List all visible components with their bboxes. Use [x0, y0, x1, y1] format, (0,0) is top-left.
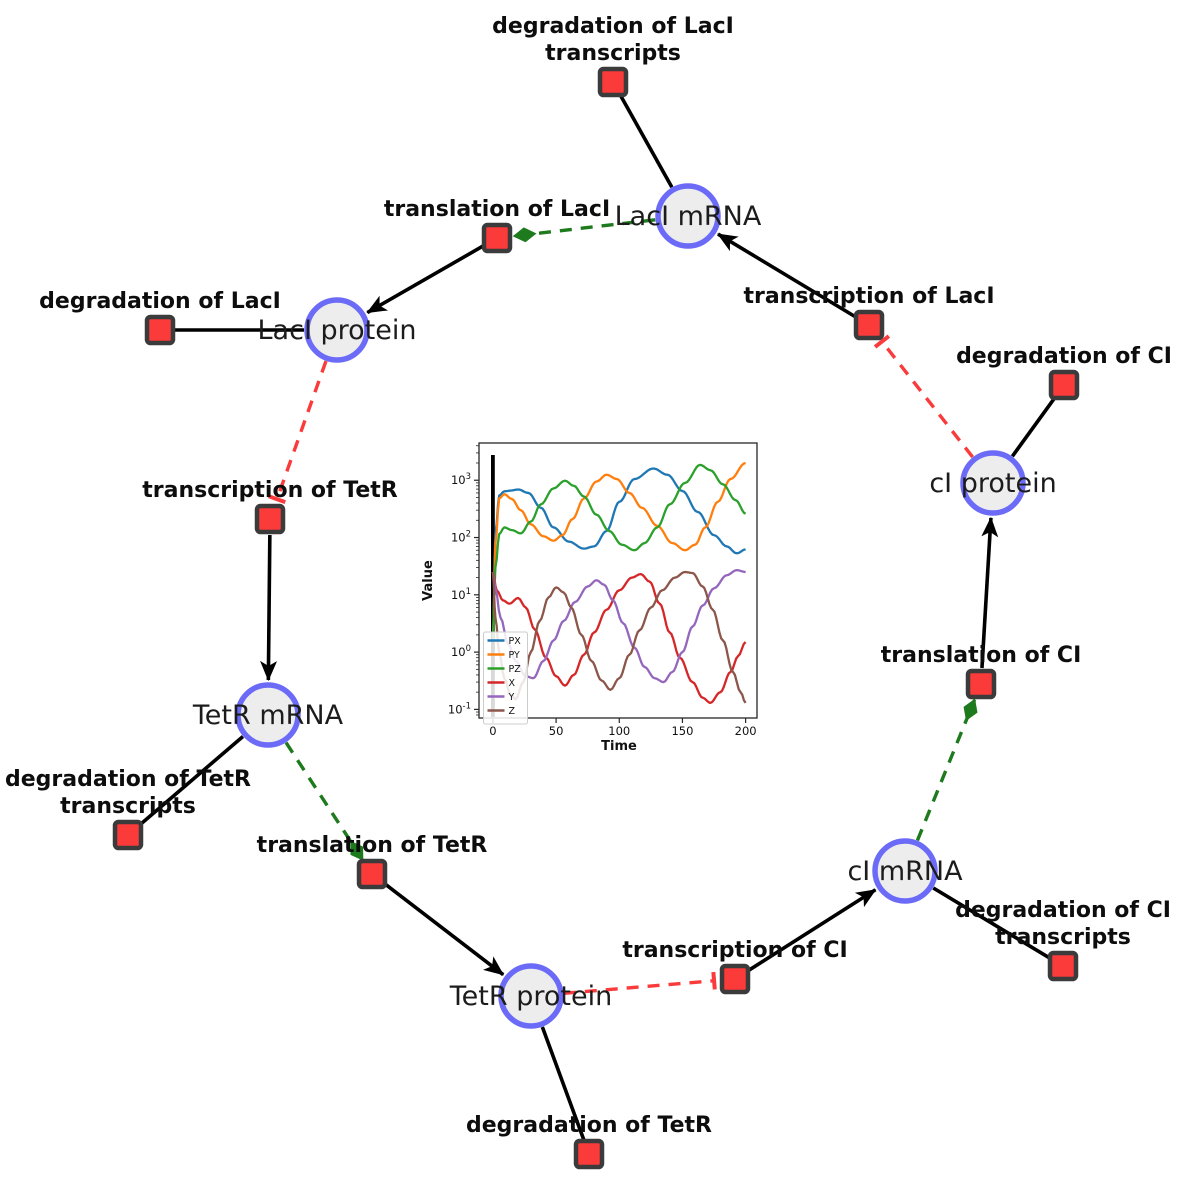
- edge-transl_tetr-to-tetr_protein: [383, 882, 505, 977]
- x-axis-title: Time: [601, 739, 637, 754]
- species-node-ci_protein[interactable]: [960, 450, 1026, 516]
- y-axis-title: Value: [421, 560, 436, 601]
- species-label-ci_protein: cI protein: [929, 468, 1056, 499]
- edges-layer: [138, 94, 1057, 1141]
- reaction-node-txn_tetr[interactable]: [254, 503, 286, 535]
- reaction-node-transl_tetr[interactable]: [356, 858, 388, 890]
- reaction-node-deg_laci[interactable]: [144, 314, 176, 346]
- series-curve-PX: [491, 467, 746, 643]
- reaction-label-deg_tetr_tx-line1: degradation of TetR: [5, 767, 251, 792]
- y-tick-label: 10-1: [448, 701, 471, 716]
- series-curve-PY: [491, 461, 746, 643]
- reaction-label-deg_laci: degradation of LacI: [39, 289, 281, 314]
- legend-label-PY: PY: [509, 650, 521, 661]
- species-label-tetr_protein: TetR protein: [449, 981, 612, 1012]
- reaction-label-transl_tetr: translation of TetR: [257, 833, 488, 858]
- species-label-ci_mrna: cI mRNA: [847, 856, 963, 887]
- edge-tetr_mrna-to-transl_tetr: [284, 741, 365, 861]
- legend-label-PX: PX: [509, 636, 522, 647]
- reaction-label-deg_laci_tx-line2: transcripts: [545, 41, 681, 66]
- edge-transl_ci-to-ci_protein: [980, 516, 999, 669]
- reaction-node-transl_laci[interactable]: [481, 222, 513, 254]
- x-tick-label: 150: [671, 724, 693, 738]
- y-tick-label: 101: [451, 587, 471, 602]
- y-tick-label: 103: [451, 472, 471, 487]
- edge-txn_ci-to-ci_mrna: [747, 888, 877, 972]
- edge-ci_mrna-to-transl_ci: [915, 698, 978, 842]
- species-label-laci_mrna: LacI mRNA: [615, 201, 762, 232]
- edge-laci_protein-to-txn_tetr: [268, 360, 328, 505]
- x-tick-label: 200: [735, 724, 757, 738]
- reaction-label-txn_ci: transcription of CI: [622, 938, 847, 963]
- species-node-tetr_mrna[interactable]: [235, 682, 301, 748]
- reaction-node-deg_ci_tx[interactable]: [1047, 950, 1079, 982]
- reaction-label-txn_tetr: transcription of TetR: [142, 478, 398, 503]
- edge-ci_protein-to-deg_ci: [1010, 396, 1057, 458]
- reaction-label-deg_laci_tx-line1: degradation of LacI: [492, 14, 734, 39]
- y-tick-label: 100: [451, 644, 471, 659]
- edge-ci_protein-to-txn_laci: [873, 334, 974, 459]
- species-label-tetr_mrna: TetR mRNA: [192, 700, 344, 731]
- legend-label-Y: Y: [508, 692, 515, 703]
- edge-ci_mrna-to-deg_ci_tx: [932, 886, 1052, 960]
- x-tick-label: 100: [608, 724, 630, 738]
- reaction-label-deg_ci_tx-line2: transcripts: [995, 925, 1131, 950]
- series-curve-Z: [491, 570, 747, 704]
- x-tick-label: 50: [549, 724, 564, 738]
- edge-tetr_protein-to-txn_ci: [563, 971, 717, 995]
- species-node-ci_mrna[interactable]: [872, 838, 938, 904]
- reaction-node-txn_laci[interactable]: [853, 309, 885, 341]
- reaction-label-transl_laci: translation of LacI: [384, 197, 610, 222]
- edge-laci_mrna-to-deg_laci_tx: [618, 94, 674, 189]
- reaction-node-deg_laci_tx[interactable]: [597, 66, 629, 98]
- series-curve-X: [491, 571, 747, 705]
- reaction-label-deg_ci_tx-line1: degradation of CI: [955, 898, 1171, 923]
- x-tick-label: 0: [489, 724, 496, 738]
- legend-label-PZ: PZ: [509, 664, 522, 675]
- edge-tetr_protein-to-deg_tetr: [540, 1026, 586, 1141]
- species-node-laci_mrna[interactable]: [655, 183, 721, 249]
- chart-legend: PX PY PZ XYZ: [483, 631, 528, 725]
- species-node-laci_protein[interactable]: [304, 297, 370, 363]
- legend-label-X: X: [509, 678, 516, 689]
- nodes-layer: [112, 66, 1080, 1170]
- reaction-node-deg_ci[interactable]: [1048, 369, 1080, 401]
- reaction-node-txn_ci[interactable]: [719, 963, 751, 995]
- reaction-node-deg_tetr[interactable]: [573, 1138, 605, 1170]
- edge-tetr_mrna-to-deg_tetr_tx: [138, 735, 245, 827]
- edge-txn_laci-to-laci_mrna: [717, 232, 857, 319]
- reaction-label-transl_ci: translation of CI: [881, 643, 1082, 668]
- edge-txn_tetr-to-tetr_mrna: [260, 534, 278, 682]
- reaction-node-transl_ci[interactable]: [965, 668, 997, 700]
- reaction-label-txn_laci: transcription of LacI: [743, 284, 994, 309]
- species-label-laci_protein: LacI protein: [258, 315, 417, 346]
- series-curve-PZ: [491, 463, 747, 643]
- legend-label-Z: Z: [509, 706, 516, 717]
- reaction-label-deg_tetr_tx-line2: transcripts: [60, 794, 196, 819]
- reaction-label-deg_tetr: degradation of TetR: [466, 1113, 712, 1138]
- labels-layer: degradation of LacItranscriptstranslatio…: [5, 14, 1172, 1138]
- series-curve-Y: [491, 568, 746, 684]
- reaction-node-deg_tetr_tx[interactable]: [112, 819, 144, 851]
- species-node-tetr_protein[interactable]: [498, 963, 564, 1029]
- edge-laci_mrna-to-transl_laci: [512, 218, 656, 243]
- y-tick-label: 102: [451, 530, 471, 545]
- edge-transl_laci-to-laci_protein: [366, 244, 485, 315]
- reaction-label-deg_ci: degradation of CI: [956, 344, 1172, 369]
